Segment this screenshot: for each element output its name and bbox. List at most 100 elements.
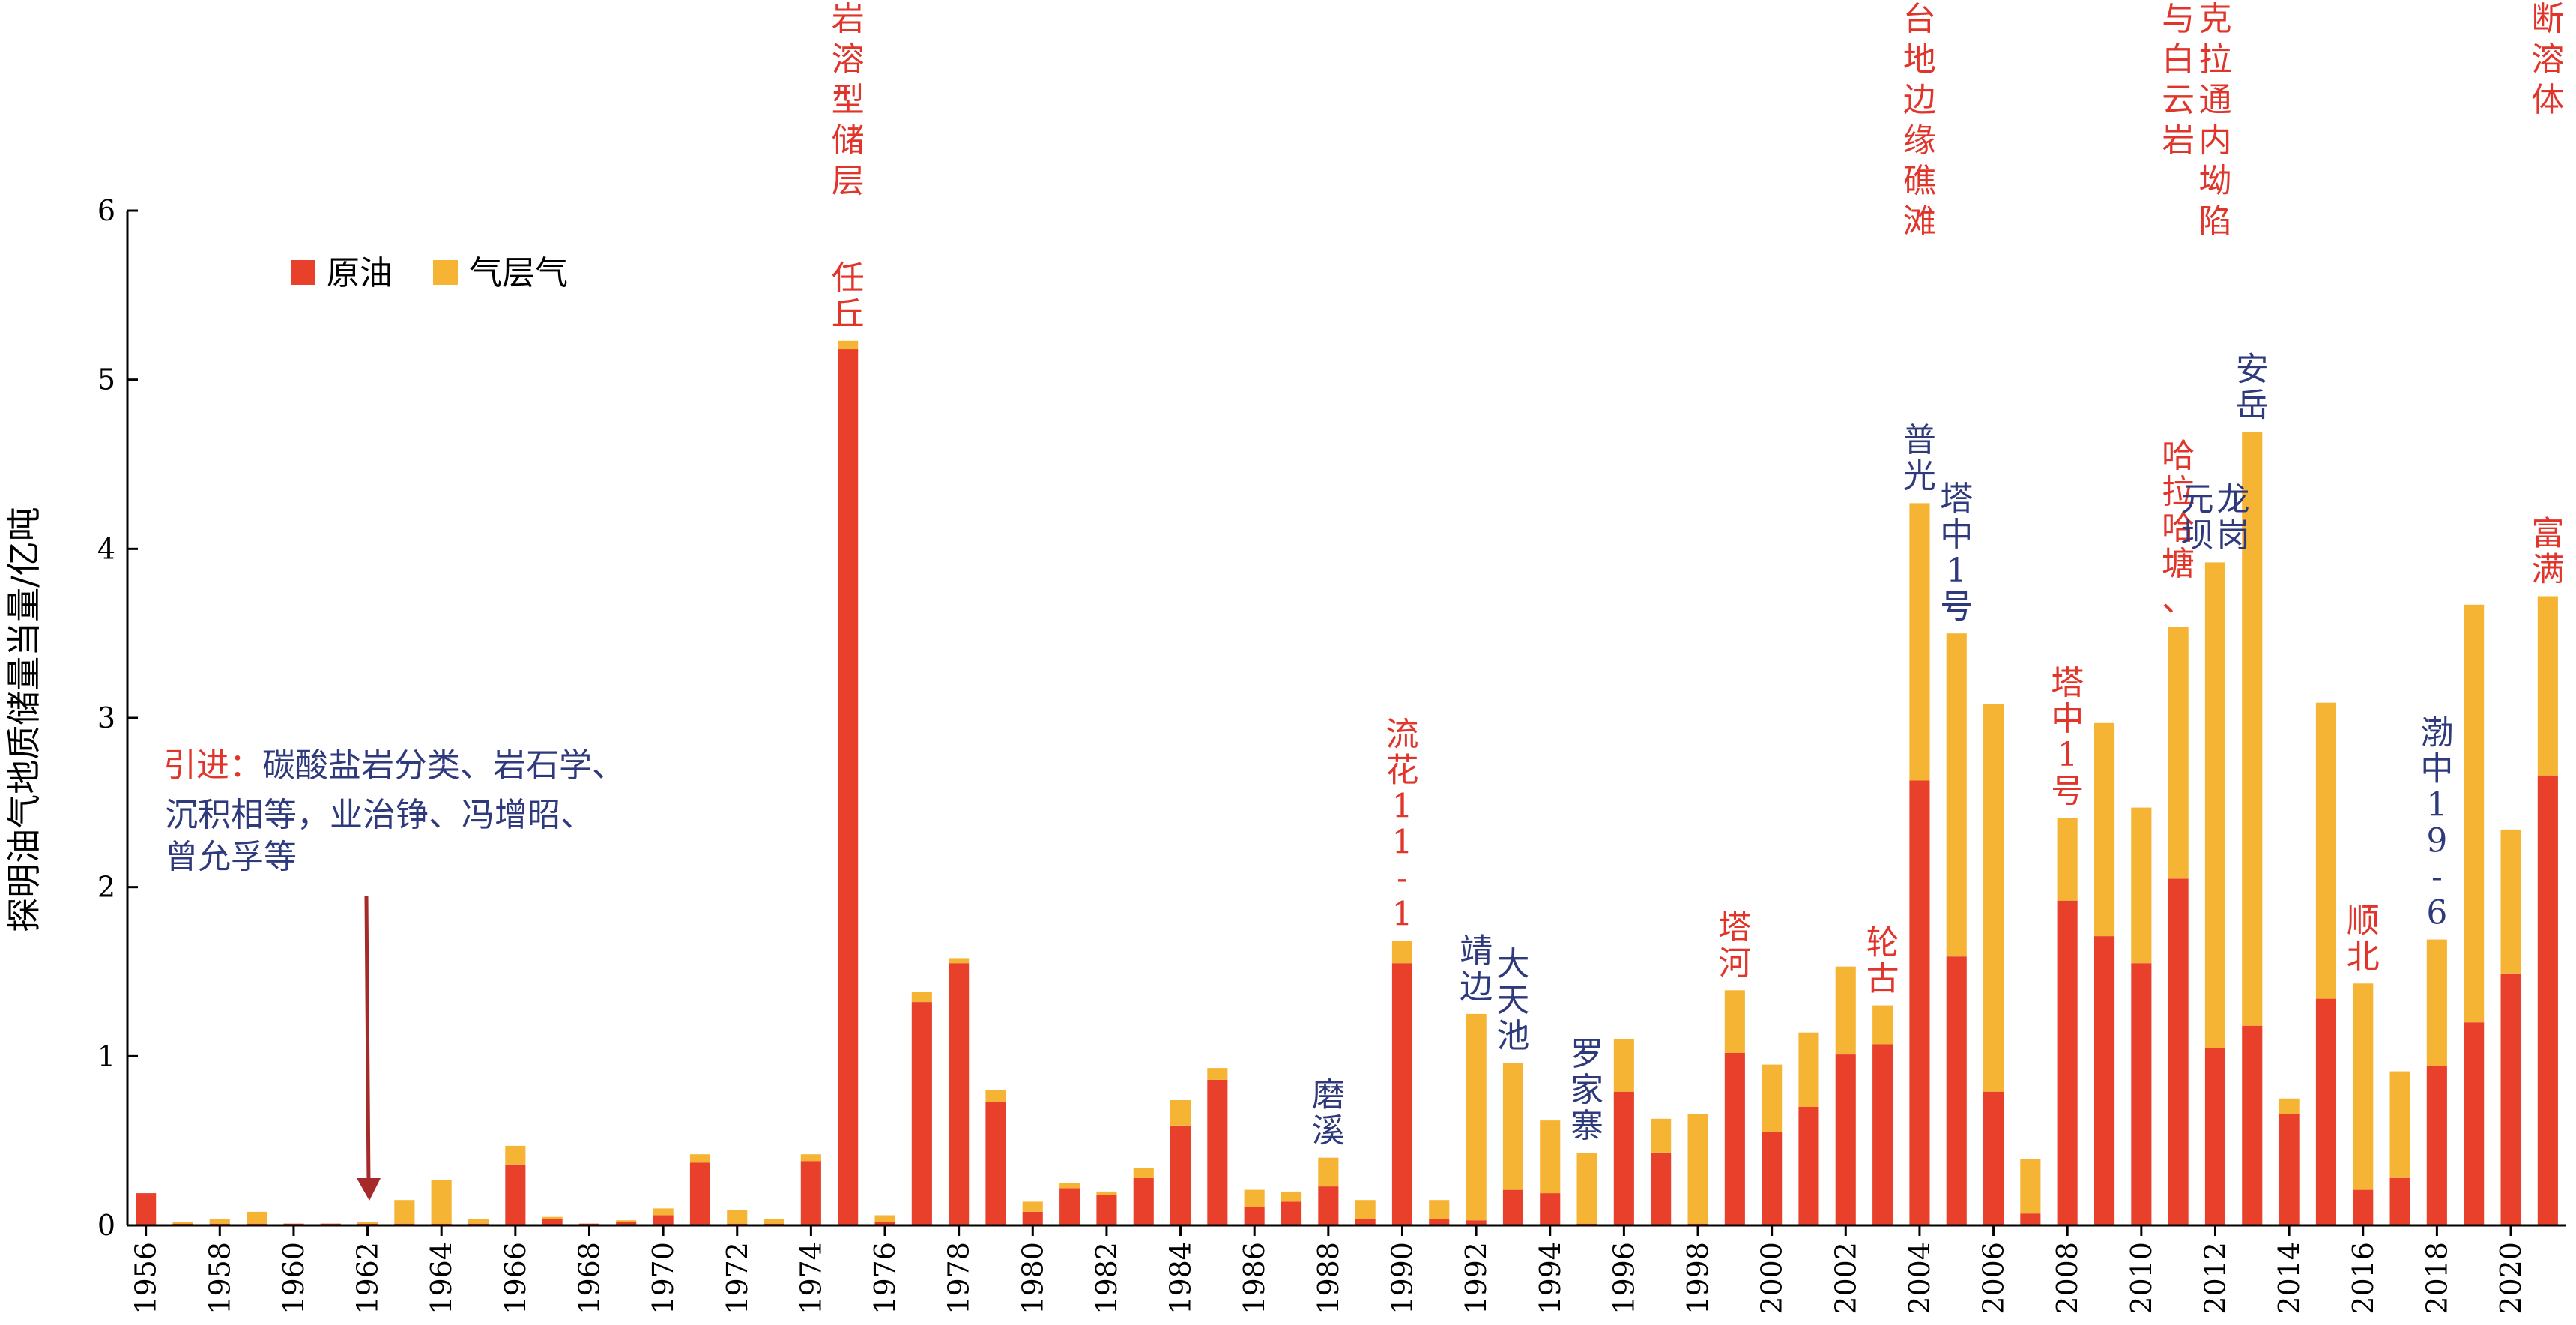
bar-gas-1959 xyxy=(247,1211,267,1224)
y-tick-label: 6 xyxy=(97,194,115,227)
bar-oil-1974 xyxy=(800,1161,821,1225)
x-tick-label: 1978 xyxy=(943,1242,976,1315)
bar-gas-2012 xyxy=(2204,562,2225,1048)
bar-label: 普光 xyxy=(1903,421,1936,495)
annotation-arrow xyxy=(364,896,371,1185)
x-tick-label: 2020 xyxy=(2494,1242,2527,1315)
x-tick-label: 2010 xyxy=(2125,1242,2158,1315)
bar-gas-2015 xyxy=(2315,702,2336,999)
bar-label: 任丘 xyxy=(832,259,865,333)
bar-label: 轮古 xyxy=(1866,923,1899,997)
bar-label: 安岳 xyxy=(2236,350,2269,424)
bar-gas-1971 xyxy=(689,1154,710,1163)
bar-oil-1981 xyxy=(1059,1188,1080,1225)
era-label: 台地边缘礁滩 xyxy=(1903,0,1936,241)
bar-oil-2001 xyxy=(1798,1107,1819,1225)
bar-oil-2011 xyxy=(2168,878,2189,1225)
bar-gas-1985 xyxy=(1207,1068,1228,1080)
bar-gas-2016 xyxy=(2353,983,2374,1190)
x-tick-label: 1960 xyxy=(277,1242,310,1315)
bar-gas-1967 xyxy=(542,1216,563,1219)
annotation-line-1: 碳酸盐岩分类、岩石学、 xyxy=(262,746,625,785)
bar-gas-1975 xyxy=(838,340,859,350)
bar-label: 流花 1 1 -1 xyxy=(1385,716,1418,934)
bar-label: 塔河 xyxy=(1718,908,1751,983)
bar-oil-2016 xyxy=(2353,1189,2374,1225)
bar-gas-1997 xyxy=(1651,1118,1672,1153)
bar-gas-1996 xyxy=(1613,1039,1634,1092)
bar-gas-2020 xyxy=(2500,829,2521,974)
bar-oil-1990 xyxy=(1391,963,1412,1225)
bar-gas-1995 xyxy=(1576,1153,1597,1224)
bar-oil-1985 xyxy=(1207,1079,1228,1225)
bar-oil-2009 xyxy=(2094,936,2115,1225)
bar-oil-2004 xyxy=(1909,780,1930,1225)
bar-oil-2019 xyxy=(2464,1022,2485,1225)
x-tick-label: 2014 xyxy=(2273,1242,2306,1315)
bar-oil-1989 xyxy=(1355,1219,1376,1225)
bar-oil-2002 xyxy=(1835,1054,1856,1225)
bar-gas-1964 xyxy=(431,1180,452,1224)
bar-oil-2013 xyxy=(2242,1025,2263,1225)
bar-gas-1984 xyxy=(1170,1100,1191,1126)
bar-gas-1963 xyxy=(394,1200,415,1224)
bar-gas-1981 xyxy=(1059,1183,1080,1189)
x-tick-label: 1990 xyxy=(1385,1242,1418,1315)
x-tick-label: 2000 xyxy=(1756,1242,1789,1315)
y-tick-label: 4 xyxy=(97,532,115,565)
x-tick-label: 1966 xyxy=(499,1242,532,1315)
bar-oil-1967 xyxy=(542,1219,563,1225)
bar-gas-1958 xyxy=(209,1219,230,1224)
bar-oil-1994 xyxy=(1540,1193,1561,1225)
x-tick-label: 2004 xyxy=(1903,1242,1936,1315)
bar-gas-1979 xyxy=(985,1090,1006,1102)
x-tick-label: 1974 xyxy=(794,1242,827,1315)
bar-oil-1969 xyxy=(616,1222,637,1225)
bar-oil-1992 xyxy=(1466,1220,1487,1225)
x-tick-label: 1964 xyxy=(425,1242,458,1315)
bar-oil-1983 xyxy=(1133,1177,1154,1225)
bar-oil-1996 xyxy=(1613,1091,1634,1225)
bar-oil-1971 xyxy=(689,1162,710,1225)
bar-gas-1993 xyxy=(1502,1063,1523,1190)
bar-oil-2007 xyxy=(2020,1213,2041,1225)
bar-oil-1975 xyxy=(838,349,859,1225)
bar-gas-1998 xyxy=(1687,1114,1708,1224)
x-tick-label: 2006 xyxy=(1977,1242,2010,1315)
legend-swatch-gas xyxy=(433,260,458,285)
bar-oil-2003 xyxy=(1872,1044,1893,1225)
bar-label: 塔中 1 号 xyxy=(1940,480,1973,626)
bar-oil-2005 xyxy=(1946,956,1967,1225)
bar-label: 磨溪 xyxy=(1312,1076,1345,1150)
x-tick-label: 1972 xyxy=(721,1242,754,1315)
x-tick-label: 1982 xyxy=(1090,1242,1123,1315)
x-tick-label: 1962 xyxy=(351,1242,384,1315)
bar-gas-1994 xyxy=(1540,1120,1561,1194)
bar-gas-2008 xyxy=(2057,818,2078,901)
bar-oil-2021 xyxy=(2537,775,2558,1225)
x-tick-label: 1998 xyxy=(1681,1242,1714,1315)
bar-oil-1977 xyxy=(911,1002,932,1225)
axes: 0 1 2 3 4 5 6 1956 1958 1960 1962 1964 1966 1968 1970 1… xyxy=(97,194,2566,1315)
bar-gas-2021 xyxy=(2537,596,2558,776)
bar-gas-1987 xyxy=(1281,1191,1302,1202)
bar-oil-2000 xyxy=(1762,1132,1783,1225)
era-label: 岩溶型储层 xyxy=(832,0,865,200)
y-tick-label: 5 xyxy=(97,363,115,396)
bar-gas-2011 xyxy=(2168,627,2189,879)
bar-gas-1980 xyxy=(1022,1201,1043,1212)
bar-gas-1976 xyxy=(874,1215,895,1222)
bar-gas-2006 xyxy=(1983,704,2004,1092)
bar-label: 渤中 1 9 -6 xyxy=(2420,713,2453,932)
x-tick-label: 2002 xyxy=(1829,1242,1862,1315)
bar-gas-1988 xyxy=(1318,1157,1339,1187)
y-tick-label: 2 xyxy=(97,871,115,904)
bar-gas-1977 xyxy=(911,992,932,1003)
bar-gas-2010 xyxy=(2131,807,2152,964)
bar-gas-1989 xyxy=(1355,1200,1376,1219)
bar-gas-1957 xyxy=(172,1222,193,1224)
bar-label: 罗家寨 xyxy=(1570,1035,1603,1145)
bar-label: 大天池 xyxy=(1496,945,1529,1055)
x-tick-label: 1986 xyxy=(1238,1242,1271,1315)
